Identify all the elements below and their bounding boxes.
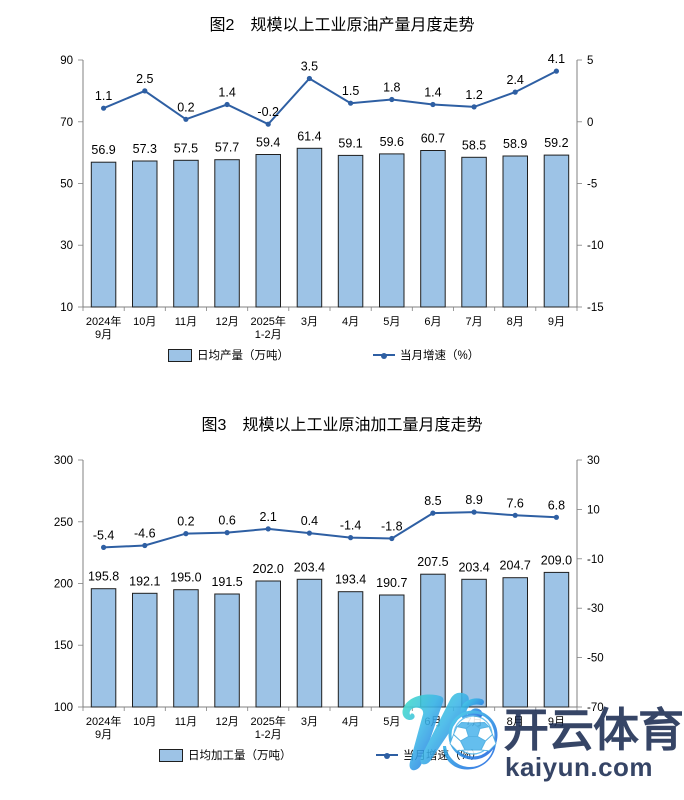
svg-text:开云体育: 开云体育: [503, 704, 683, 756]
svg-text:0.2: 0.2: [177, 100, 194, 114]
svg-text:150: 150: [54, 640, 73, 652]
svg-text:192.1: 192.1: [129, 574, 160, 588]
svg-text:56.9: 56.9: [91, 143, 115, 157]
svg-text:1.5: 1.5: [342, 84, 359, 98]
svg-text:203.4: 203.4: [458, 560, 489, 574]
svg-text:8.5: 8.5: [424, 494, 441, 508]
svg-text:-10: -10: [587, 240, 604, 252]
svg-text:1.4: 1.4: [424, 86, 441, 100]
svg-text:250: 250: [54, 517, 73, 529]
svg-text:0.4: 0.4: [301, 514, 318, 528]
svg-text:57.3: 57.3: [133, 142, 157, 156]
svg-text:10月: 10月: [133, 716, 156, 728]
svg-text:12月: 12月: [215, 316, 238, 328]
svg-text:9月: 9月: [95, 729, 112, 741]
svg-text:-1.8: -1.8: [381, 520, 403, 534]
svg-text:-10: -10: [587, 554, 604, 566]
svg-text:6.8: 6.8: [548, 498, 565, 512]
svg-text:3月: 3月: [301, 716, 318, 728]
svg-text:60.7: 60.7: [421, 132, 445, 146]
svg-text:11月: 11月: [175, 316, 197, 328]
svg-text:4月: 4月: [342, 716, 359, 728]
svg-text:图3 规模以上工业原油加工量月度走势: 图3 规模以上工业原油加工量月度走势: [202, 416, 483, 434]
svg-text:3月: 3月: [301, 316, 318, 328]
svg-text:190.7: 190.7: [376, 576, 407, 590]
svg-text:9月: 9月: [95, 329, 112, 341]
svg-text:7.6: 7.6: [507, 496, 524, 510]
svg-text:200: 200: [54, 579, 73, 591]
svg-text:300: 300: [54, 455, 73, 467]
svg-text:57.7: 57.7: [215, 141, 239, 155]
svg-text:195.8: 195.8: [88, 570, 119, 584]
svg-text:204.7: 204.7: [500, 559, 531, 573]
svg-text:12月: 12月: [215, 716, 238, 728]
svg-text:9月: 9月: [548, 316, 565, 328]
svg-text:2024年: 2024年: [86, 714, 121, 728]
svg-text:2.1: 2.1: [260, 510, 277, 524]
svg-text:1.2: 1.2: [465, 88, 482, 102]
svg-text:57.5: 57.5: [174, 141, 198, 155]
svg-text:203.4: 203.4: [294, 560, 325, 574]
svg-text:5: 5: [587, 55, 593, 67]
svg-text:59.6: 59.6: [380, 135, 404, 149]
svg-text:58.5: 58.5: [462, 138, 486, 152]
svg-text:图2 规模以上工业原油产量月度走势: 图2 规模以上工业原油产量月度走势: [210, 16, 475, 34]
svg-text:-15: -15: [587, 302, 604, 314]
svg-text:70: 70: [60, 117, 73, 129]
svg-text:-50: -50: [587, 653, 604, 665]
svg-text:11月: 11月: [175, 716, 197, 728]
svg-text:1.4: 1.4: [218, 86, 235, 100]
svg-text:10: 10: [60, 302, 73, 314]
svg-text:6月: 6月: [424, 316, 441, 328]
svg-text:202.0: 202.0: [253, 562, 284, 576]
svg-text:30: 30: [587, 455, 600, 467]
svg-text:10: 10: [587, 504, 600, 516]
svg-text:1-2月: 1-2月: [255, 329, 282, 341]
svg-text:1.8: 1.8: [383, 81, 400, 95]
svg-text:191.5: 191.5: [211, 575, 242, 589]
svg-text:3.5: 3.5: [301, 60, 318, 74]
svg-text:207.5: 207.5: [417, 555, 448, 569]
svg-text:8.9: 8.9: [465, 493, 482, 507]
svg-text:30: 30: [60, 240, 73, 252]
svg-text:59.4: 59.4: [256, 136, 280, 150]
svg-text:7月: 7月: [466, 316, 483, 328]
svg-text:-0.2: -0.2: [257, 105, 279, 119]
svg-text:193.4: 193.4: [335, 573, 366, 587]
svg-text:58.9: 58.9: [503, 137, 527, 151]
svg-text:59.1: 59.1: [338, 136, 362, 150]
svg-text:-1.4: -1.4: [340, 519, 362, 533]
svg-text:10月: 10月: [133, 316, 156, 328]
svg-text:0.2: 0.2: [177, 515, 194, 529]
svg-text:100: 100: [54, 702, 73, 714]
svg-text:-4.6: -4.6: [134, 527, 156, 541]
svg-text:0: 0: [587, 117, 593, 129]
svg-text:4.1: 4.1: [548, 52, 565, 66]
svg-text:2024年: 2024年: [86, 314, 121, 328]
svg-text:-30: -30: [587, 603, 604, 615]
svg-text:8月: 8月: [507, 316, 524, 328]
svg-text:90: 90: [60, 55, 73, 67]
svg-text:-5: -5: [587, 179, 597, 191]
svg-text:-5.4: -5.4: [93, 528, 115, 542]
svg-text:1-2月: 1-2月: [255, 729, 282, 741]
svg-text:1.1: 1.1: [95, 89, 112, 103]
svg-text:2.4: 2.4: [507, 73, 524, 87]
svg-text:61.4: 61.4: [297, 129, 321, 143]
svg-text:2.5: 2.5: [136, 72, 153, 86]
svg-text:5月: 5月: [383, 316, 400, 328]
svg-text:2025年: 2025年: [250, 714, 285, 728]
svg-text:195.0: 195.0: [170, 571, 201, 585]
svg-text:50: 50: [60, 179, 73, 191]
svg-text:kaiyun.com: kaiyun.com: [505, 752, 653, 782]
svg-text:209.0: 209.0: [541, 553, 572, 567]
svg-text:59.2: 59.2: [544, 136, 568, 150]
svg-text:0.6: 0.6: [218, 514, 235, 528]
svg-text:2025年: 2025年: [250, 314, 285, 328]
svg-text:4月: 4月: [342, 316, 359, 328]
